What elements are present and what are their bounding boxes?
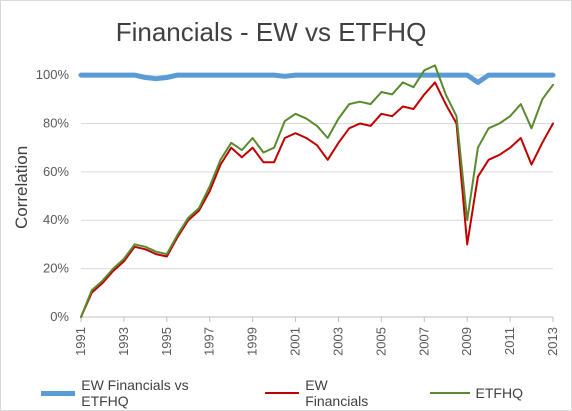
series-line-etfhq (80, 64, 554, 318)
x-tick-label: 2009 (459, 327, 474, 356)
series-line-ew-financials (80, 81, 554, 318)
y-tick-label: 20% (43, 261, 69, 276)
x-tick-label: 1995 (159, 327, 174, 356)
legend-label: EW Financials (305, 377, 369, 409)
legend-swatch-green (429, 392, 470, 394)
x-tick-label: 2011 (502, 327, 517, 355)
x-tick-label: 2001 (288, 327, 303, 356)
legend: EW Financials vs ETFHQ EW Financials ETF… (41, 377, 571, 409)
x-tick-labels: 1991 1993 1995 1997 1999 2001 2003 2005 2007 2009… (73, 316, 560, 356)
gridlines (81, 74, 553, 318)
y-tick-label: 100% (36, 67, 70, 82)
y-tick-label: 60% (43, 164, 69, 179)
x-tick-label: 2007 (416, 327, 431, 356)
legend-label: ETFHQ (475, 385, 523, 401)
y-tick-labels: 0% 20% 40% 60% 80% 100% (36, 67, 70, 324)
series-lines (78, 64, 556, 318)
legend-item-ew-financials: EW Financials (265, 377, 382, 409)
legend-label: EW Financials vs ETFHQ (81, 377, 189, 409)
x-tick-label: 1991 (73, 327, 88, 356)
y-tick-label: 40% (43, 212, 69, 227)
y-tick-label: 0% (50, 309, 69, 324)
x-tick-label: 1993 (116, 327, 131, 356)
x-tick-label: 2013 (545, 327, 560, 356)
y-tick-label: 80% (43, 115, 69, 130)
series-line-ew-financials-vs-etfhq (78, 72, 556, 85)
chart-title: Financials - EW vs ETFHQ (115, 17, 427, 47)
legend-swatch-blue (41, 390, 76, 396)
legend-item-etfhq: ETFHQ (429, 385, 523, 401)
legend-item-ew-vs-etfhq: EW Financials vs ETFHQ (41, 377, 217, 409)
x-tick-label: 1999 (245, 327, 260, 356)
x-tick-label: 2005 (373, 327, 388, 356)
legend-swatch-red (265, 392, 300, 394)
x-tick-label: 1997 (202, 327, 217, 356)
x-tick-label: 2003 (330, 327, 345, 356)
